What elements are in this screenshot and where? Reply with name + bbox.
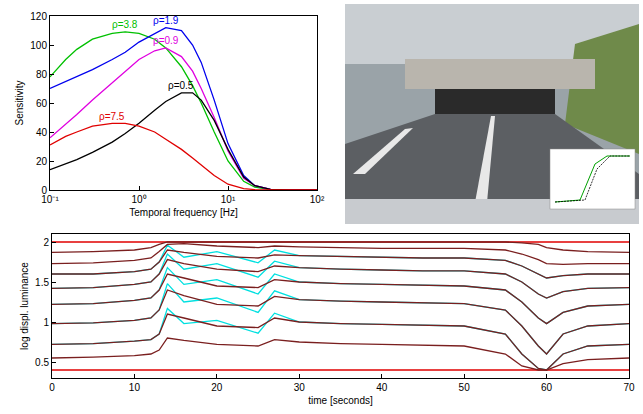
svg-text:time [seconds]: time [seconds]	[308, 395, 373, 406]
svg-text:0: 0	[41, 185, 47, 196]
svg-text:ρ=0.9: ρ=0.9	[153, 35, 179, 46]
svg-text:50: 50	[459, 382, 471, 393]
svg-text:60: 60	[36, 98, 48, 109]
svg-text:ρ=0.5: ρ=0.5	[168, 80, 194, 91]
svg-text:log displ. luminance: log displ. luminance	[19, 262, 30, 350]
svg-text:60: 60	[541, 382, 553, 393]
svg-text:1.5: 1.5	[35, 277, 49, 288]
svg-text:0.5: 0.5	[35, 357, 49, 368]
svg-text:80: 80	[36, 69, 48, 80]
svg-text:100: 100	[30, 40, 47, 51]
svg-text:10²: 10²	[310, 194, 325, 205]
svg-text:20: 20	[36, 156, 48, 167]
svg-text:ρ=1.9: ρ=1.9	[153, 15, 179, 26]
svg-text:2: 2	[43, 237, 49, 248]
svg-text:Temporal frequency [Hz]: Temporal frequency [Hz]	[129, 207, 238, 218]
svg-text:70: 70	[623, 382, 635, 393]
svg-text:0: 0	[49, 382, 55, 393]
svg-text:40: 40	[36, 127, 48, 138]
svg-text:20: 20	[211, 382, 223, 393]
svg-text:Sensitivity: Sensitivity	[14, 80, 25, 125]
svg-text:10¹: 10¹	[221, 194, 236, 205]
svg-text:10: 10	[129, 382, 141, 393]
svg-text:ρ=7.5: ρ=7.5	[99, 111, 125, 122]
svg-text:10⁰: 10⁰	[131, 194, 146, 205]
svg-text:ρ=3.8: ρ=3.8	[112, 19, 138, 30]
svg-text:1: 1	[43, 317, 49, 328]
svg-text:30: 30	[294, 382, 306, 393]
svg-text:40: 40	[376, 382, 388, 393]
svg-text:10⁻¹: 10⁻¹	[41, 194, 59, 205]
svg-text:120: 120	[30, 11, 47, 22]
